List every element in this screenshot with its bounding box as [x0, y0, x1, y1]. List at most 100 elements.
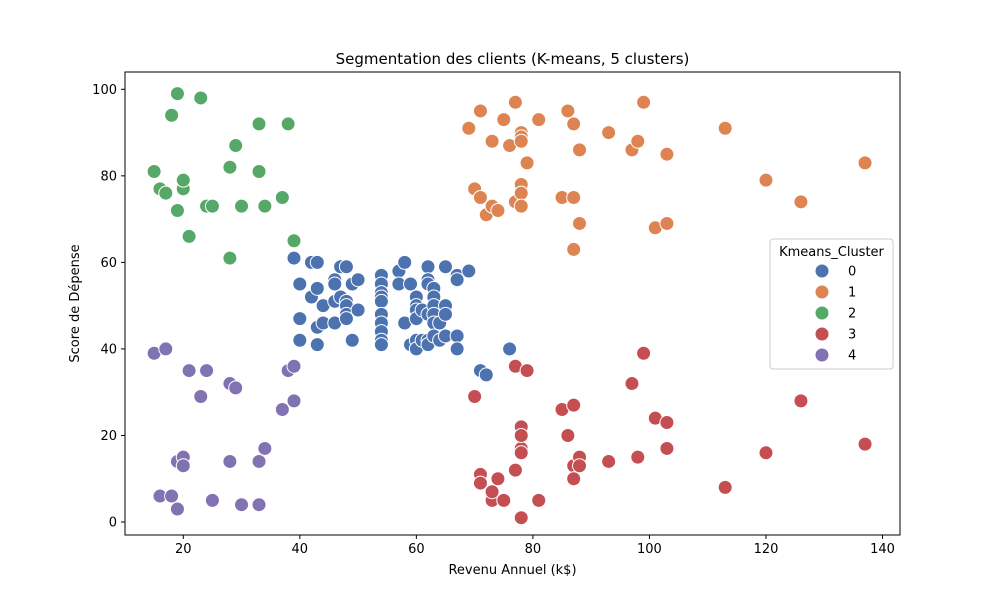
data-point-cluster-1	[472, 189, 488, 205]
data-point-cluster-4	[257, 440, 273, 456]
data-point-cluster-0	[292, 276, 308, 292]
legend-marker-cluster-2	[814, 305, 830, 321]
data-point-cluster-1	[490, 202, 506, 218]
legend-title: Kmeans_Cluster	[779, 245, 884, 260]
x-tick-label: 60	[408, 542, 425, 557]
chart-title: Segmentation des clients (K-means, 5 clu…	[336, 50, 690, 68]
data-point-cluster-1	[636, 94, 652, 110]
data-point-cluster-3	[624, 376, 640, 392]
data-point-cluster-4	[222, 453, 238, 469]
data-point-cluster-0	[373, 337, 389, 353]
data-point-cluster-1	[560, 103, 576, 119]
data-point-cluster-4	[193, 389, 209, 405]
data-point-cluster-1	[659, 215, 675, 231]
data-point-cluster-3	[467, 389, 483, 405]
x-axis-label: Revenu Annuel (k$)	[448, 563, 576, 578]
data-point-cluster-3	[560, 427, 576, 443]
data-point-cluster-3	[513, 445, 529, 461]
data-point-cluster-1	[566, 189, 582, 205]
data-point-cluster-2	[286, 233, 302, 249]
data-point-cluster-3	[857, 436, 873, 452]
data-point-cluster-1	[531, 112, 547, 128]
data-point-cluster-4	[181, 363, 197, 379]
data-point-cluster-0	[309, 254, 325, 270]
legend-items: 0 1 2 3 4	[814, 263, 856, 364]
data-point-cluster-1	[507, 94, 523, 110]
legend: Kmeans_Cluster 0 1 2 3 4	[769, 238, 894, 370]
data-point-cluster-1	[519, 155, 535, 171]
data-point-cluster-0	[397, 254, 413, 270]
data-point-cluster-0	[350, 272, 366, 288]
data-point-cluster-1	[484, 133, 500, 149]
data-point-cluster-3	[566, 471, 582, 487]
data-point-cluster-0	[449, 341, 465, 357]
y-tick-label: 20	[100, 429, 117, 444]
data-point-cluster-1	[572, 215, 588, 231]
data-point-cluster-0	[309, 280, 325, 296]
data-point-cluster-3	[472, 475, 488, 491]
data-point-cluster-2	[251, 116, 267, 132]
data-point-cluster-4	[175, 458, 191, 474]
y-tick-label: 0	[109, 516, 117, 531]
data-point-cluster-4	[169, 501, 185, 517]
data-point-cluster-4	[274, 402, 290, 418]
data-point-cluster-0	[350, 302, 366, 318]
plot-points	[146, 86, 873, 526]
data-point-cluster-1	[513, 185, 529, 201]
data-point-cluster-2	[228, 138, 244, 154]
data-point-cluster-3	[659, 440, 675, 456]
data-point-cluster-0	[461, 263, 477, 279]
data-point-cluster-3	[572, 458, 588, 474]
data-point-cluster-3	[484, 484, 500, 500]
data-point-cluster-1	[472, 103, 488, 119]
data-point-cluster-4	[199, 363, 215, 379]
data-point-cluster-1	[857, 155, 873, 171]
data-point-cluster-0	[309, 337, 325, 353]
plot-frame	[124, 71, 901, 536]
y-tick-label: 40	[100, 342, 117, 357]
data-point-cluster-1	[566, 241, 582, 257]
data-point-cluster-1	[513, 198, 529, 214]
data-point-cluster-4	[251, 453, 267, 469]
data-point-cluster-0	[373, 293, 389, 309]
data-point-cluster-1	[659, 146, 675, 162]
data-point-cluster-2	[169, 86, 185, 102]
data-point-cluster-4	[234, 497, 250, 513]
data-point-cluster-3	[717, 479, 733, 495]
legend-marker-cluster-4	[814, 347, 830, 363]
data-point-cluster-4	[164, 488, 180, 504]
y-tick-label: 80	[100, 169, 117, 184]
data-point-cluster-0	[502, 341, 518, 357]
data-point-cluster-3	[490, 471, 506, 487]
data-point-cluster-2	[222, 159, 238, 175]
x-tick-label: 120	[754, 542, 779, 557]
data-point-cluster-3	[630, 449, 646, 465]
data-point-cluster-2	[164, 107, 180, 123]
data-point-cluster-0	[344, 332, 360, 348]
data-point-cluster-1	[461, 120, 477, 136]
data-point-cluster-1	[572, 142, 588, 158]
data-point-cluster-3	[519, 363, 535, 379]
data-point-cluster-3	[513, 510, 529, 526]
x-tick-label: 40	[292, 542, 309, 557]
data-point-cluster-1	[758, 172, 774, 188]
data-point-cluster-2	[274, 189, 290, 205]
data-point-cluster-2	[146, 164, 162, 180]
data-point-cluster-1	[793, 194, 809, 210]
legend-label-cluster-3: 3	[848, 328, 856, 343]
data-point-cluster-0	[449, 328, 465, 344]
legend-box	[769, 238, 894, 370]
legend-label-cluster-0: 0	[848, 265, 856, 280]
data-point-cluster-2	[251, 164, 267, 180]
data-point-cluster-1	[513, 133, 529, 149]
x-axis-ticks: 20 40 60 80 100 120 140	[175, 535, 895, 557]
data-point-cluster-2	[234, 198, 250, 214]
data-point-cluster-0	[327, 276, 343, 292]
data-point-cluster-2	[169, 202, 185, 218]
data-point-cluster-3	[496, 492, 512, 508]
data-point-cluster-4	[228, 380, 244, 396]
data-point-cluster-4	[158, 341, 174, 357]
x-tick-label: 80	[525, 542, 542, 557]
data-point-cluster-0	[292, 311, 308, 327]
